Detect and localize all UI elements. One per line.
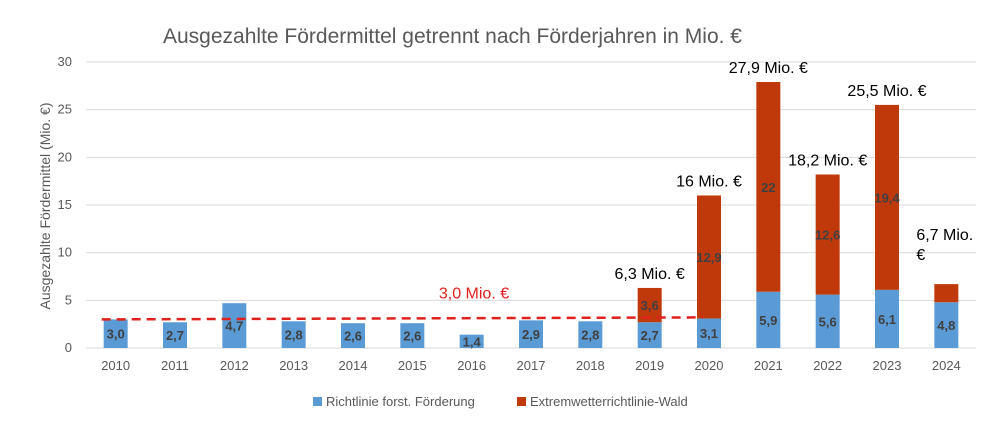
total-label-2019: 6,3 Mio. €	[615, 266, 685, 283]
total-labels: 6,3 Mio. € 16 Mio. € 27,9 Mio. € 18,2 Mio. …	[615, 60, 974, 283]
total-label-2024: 6,7 Mio. €	[916, 227, 973, 264]
y-axis-ticks: 0 5 10 15 20 25 30	[58, 54, 72, 355]
y-tick-label-20: 20	[58, 149, 72, 164]
data-label-2011-series-1: 2,7	[166, 328, 184, 343]
total-label-line-2024-2: €	[916, 247, 925, 264]
bar-2020-series-2	[697, 195, 721, 319]
x-tick-label-2015: 2015	[398, 358, 427, 373]
reference-line-group: 3,0 Mio. €	[101, 285, 704, 321]
x-tick-label-2013: 2013	[279, 358, 308, 373]
reference-line	[101, 316, 704, 321]
bar-2014-series-1	[341, 323, 365, 348]
x-tick-label-2021: 2021	[754, 358, 783, 373]
bar-2016-series-1	[459, 334, 484, 348]
bar-2012-series-1	[222, 303, 247, 348]
x-tick-label-2019: 2019	[635, 358, 664, 373]
reference-line-label: 3,0 Mio. €	[439, 285, 509, 302]
bar-2020-series-1	[697, 318, 721, 348]
data-label-2020-series-1: 3,1	[700, 326, 718, 341]
total-label-2020: 16 Mio. €	[676, 173, 742, 190]
segment-labels: 3,0 2,7 4,7 2,8 2,6 2,6 1,4 2,9 2,8 2,7 3,6 3,1 12,9…	[107, 180, 956, 349]
bars	[103, 82, 959, 348]
x-tick-label-2011: 2011	[161, 358, 189, 373]
bar-2021-series-2	[756, 82, 781, 292]
bar-2022-series-1	[815, 294, 840, 348]
x-tick-label-2014: 2014	[339, 358, 368, 373]
y-tick-label-30: 30	[58, 54, 72, 69]
legend: Richtlinie forst. Förderung Extremwetterr…	[313, 394, 688, 409]
bar-2013-series-1	[281, 321, 306, 348]
data-label-2019-series-1: 2,7	[641, 328, 659, 343]
bar-2024-series-1	[934, 302, 959, 348]
legend-swatch-series-2	[517, 397, 526, 406]
total-label-2023: 25,5 Mio. €	[847, 83, 926, 100]
x-tick-label-2010: 2010	[101, 358, 130, 373]
data-label-2013-series-1: 2,8	[285, 328, 303, 343]
data-label-2020-series-2: 12,9	[696, 250, 721, 265]
bar-2010-series-1	[103, 319, 128, 348]
data-label-2019-series-2: 3,6	[641, 298, 659, 313]
data-label-2021-series-2: 22	[761, 180, 775, 195]
total-label-line-2024-1: 6,7 Mio.	[916, 227, 973, 244]
bar-2015-series-1	[400, 323, 425, 348]
x-tick-label-2016: 2016	[457, 358, 486, 373]
y-tick-label-5: 5	[65, 292, 72, 307]
bar-2024-series-2	[934, 284, 959, 303]
bar-2021-series-1	[756, 291, 781, 348]
bar-2022-series-2	[815, 174, 840, 295]
data-label-2022-series-2: 12,6	[815, 228, 840, 243]
x-tick-label-2017: 2017	[517, 358, 546, 373]
bar-2019-series-1	[637, 322, 662, 348]
x-tick-label-2023: 2023	[873, 358, 902, 373]
bar-2017-series-1	[519, 320, 543, 348]
y-tick-label-25: 25	[58, 102, 72, 117]
total-label-2021: 27,9 Mio. €	[729, 60, 808, 77]
bar-2023-series-1	[875, 289, 899, 348]
data-label-2012-series-1: 4,7	[225, 319, 243, 334]
y-axis-label: Ausgezahlte Fördermittel (Mio. €)	[37, 103, 53, 310]
data-label-2023-series-2: 19,4	[874, 190, 900, 205]
data-label-2018-series-1: 2,8	[581, 328, 599, 343]
x-tick-label-2018: 2018	[576, 358, 605, 373]
legend-label-series-1: Richtlinie forst. Förderung	[326, 394, 475, 409]
data-label-2017-series-1: 2,9	[522, 327, 540, 342]
data-label-2021-series-1: 5,9	[759, 313, 777, 328]
x-tick-label-2020: 2020	[695, 358, 724, 373]
data-label-2022-series-1: 5,6	[819, 314, 837, 329]
data-label-2015-series-1: 2,6	[403, 329, 421, 344]
bar-2023-series-2	[875, 104, 899, 290]
chart-title: Ausgezahlte Fördermittel getrennt nach F…	[163, 25, 742, 48]
gridlines	[86, 61, 976, 349]
x-axis-ticks: 2010 2011 2012 2013 2014 2015 2016 2017 2018 2019…	[101, 358, 961, 373]
data-label-2024-series-1: 4,8	[937, 318, 955, 333]
total-label-2022: 18,2 Mio. €	[788, 152, 867, 169]
y-tick-label-0: 0	[65, 340, 72, 355]
data-label-2010-series-1: 3,0	[107, 327, 125, 342]
bar-2011-series-1	[163, 322, 187, 348]
x-tick-label-2012: 2012	[220, 358, 249, 373]
y-tick-label-10: 10	[58, 245, 72, 260]
data-label-2023-series-1: 6,1	[878, 312, 896, 327]
legend-swatch-series-1	[313, 397, 322, 406]
x-tick-label-2022: 2022	[813, 358, 842, 373]
legend-label-series-2: Extremwetterrichtlinie-Wald	[530, 394, 688, 409]
bar-2018-series-1	[578, 321, 603, 348]
data-label-2016-series-1: 1,4	[463, 334, 482, 349]
data-label-2014-series-1: 2,6	[344, 329, 362, 344]
y-tick-label-15: 15	[58, 197, 72, 212]
x-tick-label-2024: 2024	[932, 358, 961, 373]
